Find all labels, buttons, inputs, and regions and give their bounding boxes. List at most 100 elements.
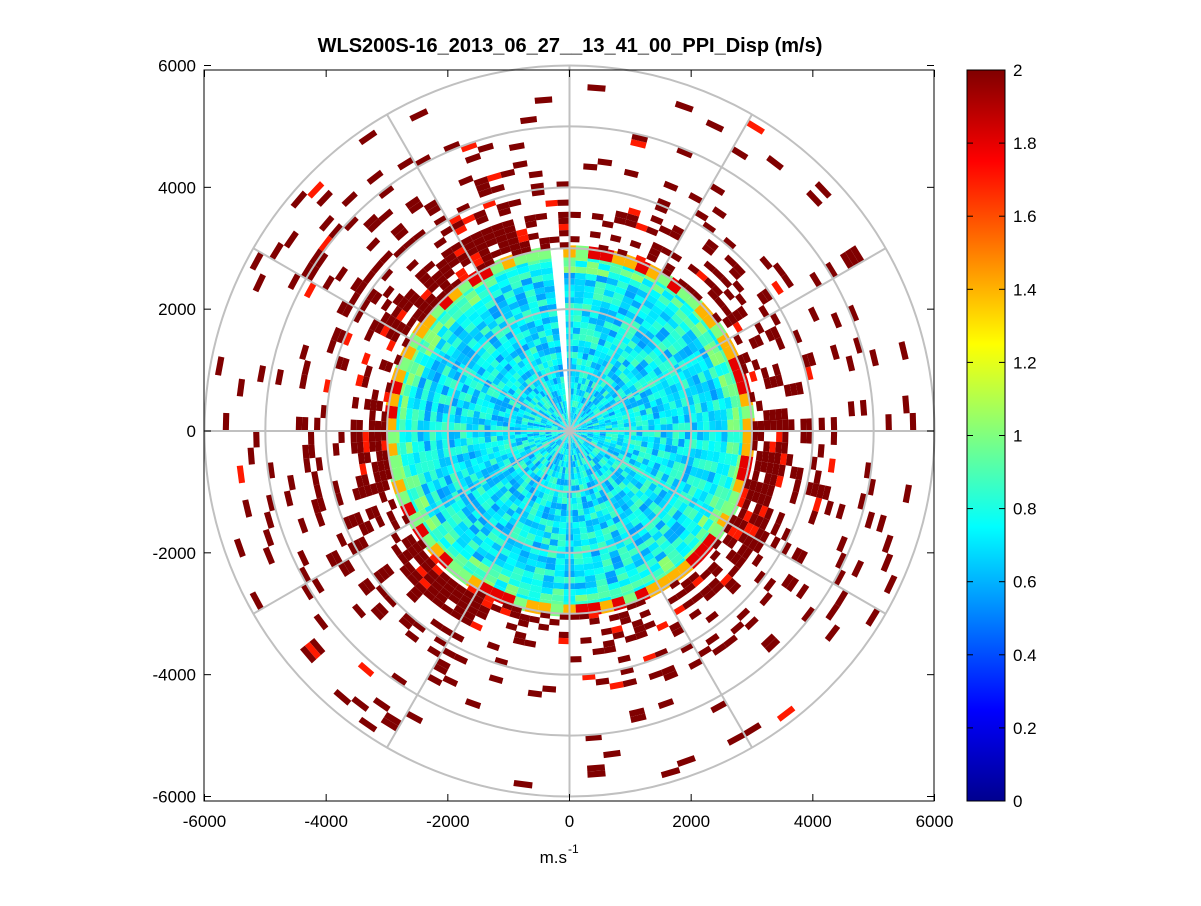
data-cell: [696, 440, 703, 450]
data-cell: [553, 521, 560, 528]
data-cell: [574, 564, 584, 571]
data-cell: [660, 437, 667, 444]
data-cell: [733, 431, 739, 443]
data-cell: [466, 417, 473, 425]
colorbar-tick-label: 0.6: [1013, 573, 1037, 592]
data-cell: [666, 438, 673, 446]
data-cell: [732, 407, 739, 419]
colorbar-tick-label: 1.8: [1013, 134, 1037, 153]
data-cell: [406, 408, 413, 420]
data-cell: [775, 409, 782, 420]
x-tick-label: 0: [565, 812, 574, 831]
data-cell: [554, 570, 564, 577]
data-cell: [554, 576, 565, 583]
data-cell: [424, 421, 430, 431]
data-cell: [573, 540, 581, 547]
data-cell: [454, 415, 461, 423]
data-cell: [648, 419, 655, 425]
data-cell: [363, 431, 369, 442]
data-cell: [555, 564, 565, 571]
data-cell: [485, 437, 492, 443]
data-cell: [580, 533, 588, 540]
data-cell: [460, 423, 466, 431]
data-cell: [550, 533, 558, 540]
data-cell: [557, 200, 569, 206]
data-cell: [775, 442, 782, 453]
data-cell: [357, 442, 364, 453]
data-cell: [573, 522, 580, 529]
data-cell: [430, 412, 437, 422]
data-cell: [424, 411, 431, 422]
data-cell: [575, 589, 587, 596]
data-cell: [574, 285, 584, 292]
colorbar-tick-label: 0: [1013, 792, 1022, 811]
data-cell: [369, 441, 376, 452]
data-cell: [654, 437, 661, 444]
data-cell: [571, 473, 575, 479]
data-cell: [769, 409, 776, 420]
data-cell: [552, 328, 560, 335]
colorbar-tick-label: 0.8: [1013, 500, 1037, 519]
data-cell: [338, 431, 344, 443]
data-cell: [572, 504, 578, 510]
data-cell: [580, 328, 588, 335]
data-cell: [727, 431, 733, 442]
data-cell: [296, 417, 302, 431]
data-cell: [556, 352, 562, 359]
data-cell: [412, 442, 419, 453]
y-tick-label: 6000: [158, 57, 196, 76]
data-cell: [578, 509, 585, 516]
data-cell: [654, 418, 661, 425]
data-cell: [559, 224, 570, 230]
data-cell: [550, 322, 558, 329]
data-cell: [302, 417, 308, 431]
data-cell: [351, 431, 357, 442]
data-cell: [411, 420, 417, 431]
data-cell: [411, 431, 417, 442]
data-cell: [466, 424, 472, 431]
data-cell: [417, 431, 423, 442]
data-cell: [770, 420, 776, 431]
data-cell: [478, 418, 485, 425]
data-cell: [726, 408, 733, 420]
data-cell: [831, 431, 837, 445]
data-cell: [727, 420, 733, 431]
data-cell: [400, 442, 407, 454]
data-cell: [545, 200, 557, 207]
data-cell: [715, 431, 721, 442]
data-cell: [715, 420, 721, 431]
data-cell: [555, 346, 562, 353]
data-cell: [460, 416, 467, 424]
data-cell: [769, 442, 776, 453]
data-cell: [333, 443, 340, 456]
data-cell: [848, 401, 855, 416]
data-cell: [758, 421, 764, 431]
data-cell: [564, 473, 568, 479]
data-cell: [460, 431, 466, 439]
data-cell: [781, 408, 788, 420]
data-cell: [667, 431, 673, 438]
data-cell: [375, 441, 382, 451]
data-cell: [575, 582, 586, 589]
y-tick-label: -2000: [153, 544, 196, 563]
data-cell: [679, 431, 685, 439]
data-cell: [709, 421, 715, 431]
data-cell: [430, 421, 436, 431]
data-cell: [800, 419, 806, 431]
data-cell: [726, 442, 733, 454]
data-cell: [351, 420, 357, 431]
data-cell: [472, 437, 479, 444]
data-cell: [472, 424, 478, 431]
colorbar-tick-label: 2: [1013, 61, 1022, 80]
data-cell: [571, 479, 575, 485]
data-cell: [721, 431, 727, 442]
data-cell: [764, 420, 770, 431]
data-cell: [575, 267, 587, 274]
x-tick-label: -4000: [304, 812, 347, 831]
data-cell: [714, 410, 721, 421]
data-cell: [559, 522, 566, 529]
data-cell: [733, 419, 739, 431]
data-cell: [636, 421, 643, 426]
data-cell: [636, 436, 643, 441]
